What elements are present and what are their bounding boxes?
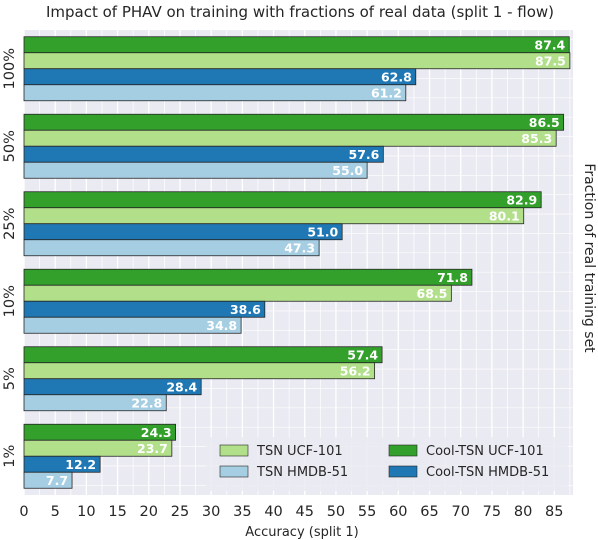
bar-value-label: 87.5 (535, 53, 566, 68)
category-labels: 100% 50% 25% 10% 5% 1% (2, 48, 18, 468)
bar-cool-tsn-ucf-101-50 (23, 113, 565, 131)
bar-cool-tsn-ucf-101-5 (23, 346, 383, 364)
bar-cool-tsn-ucf-101-25 (23, 191, 542, 209)
bar-tsn-hmdb-51-100 (23, 84, 407, 102)
bar-tsn-hmdb-51-50 (23, 161, 368, 179)
bar-value-label: 87.4 (534, 37, 565, 52)
bars: 87.487.5 62.861.2 86.585.3 57.655.0 82.980.1… (23, 36, 571, 489)
bar-tsn-ucf-101-50 (23, 129, 557, 147)
legend-box (206, 437, 568, 491)
x-tick-label: 40 (264, 504, 282, 520)
bar-value-label: 82.9 (506, 192, 537, 207)
category-label: 10% (2, 285, 18, 317)
legend-swatch-cool-tsn-hmdb-51 (388, 465, 418, 478)
x-tick-label: 15 (108, 504, 126, 520)
bar-tsn-ucf-101-5 (23, 362, 376, 380)
x-tick-label: 85 (545, 504, 563, 520)
x-tick-label: 65 (420, 504, 438, 520)
bar-value-label: 85.3 (521, 131, 552, 146)
x-tick-label: 55 (358, 504, 376, 520)
bar-value-label: 71.8 (437, 270, 468, 285)
bar-value-label: 34.8 (206, 318, 237, 333)
x-tick-label: 20 (140, 504, 158, 520)
bar-cool-tsn-hmdb-51-10 (23, 300, 266, 318)
bar-value-label: 28.4 (166, 379, 197, 394)
category-label: 50% (2, 130, 18, 162)
x-tick-label: 25 (171, 504, 189, 520)
category-label: 25% (2, 208, 18, 240)
x-tick-label: 75 (483, 504, 501, 520)
bar-value-label: 80.1 (489, 208, 520, 223)
x-tick-label: 50 (327, 504, 345, 520)
bar-cool-tsn-hmdb-51-25 (23, 223, 343, 241)
x-tick-label: 45 (296, 504, 314, 520)
bar-value-label: 47.3 (284, 240, 315, 255)
category-label: 1% (2, 445, 18, 468)
x-tick-label: 10 (77, 504, 95, 520)
bar-cool-tsn-hmdb-51-50 (23, 145, 384, 163)
x-tick-label: 35 (233, 504, 251, 520)
x-tick-labels: 0 5 10 15 20 25 30 35 40 45 50 55 60 65 70 75 80 85 (19, 504, 563, 520)
y-axis-label: Fraction of real training set (581, 163, 597, 353)
bar-value-label: 61.2 (371, 85, 402, 100)
bar-tsn-ucf-101-100 (23, 52, 571, 70)
legend-label-tsn-ucf-101: TSN UCF-101 (256, 444, 343, 459)
legend-swatch-tsn-ucf-101 (219, 444, 249, 457)
x-tick-label: 30 (202, 504, 220, 520)
chart-title: Impact of PHAV on training with fraction… (46, 3, 554, 21)
bar-tsn-hmdb-51-25 (23, 239, 320, 257)
bar-value-label: 12.2 (65, 457, 96, 472)
legend-swatch-tsn-hmdb-51 (219, 465, 249, 478)
bar-value-label: 51.0 (307, 224, 338, 239)
bar-tsn-hmdb-51-5 (23, 394, 167, 412)
bar-tsn-ucf-101-25 (23, 207, 525, 225)
bar-value-label: 23.7 (137, 441, 168, 456)
x-tick-label: 5 (51, 504, 60, 520)
legend-swatch-cool-tsn-ucf-101 (388, 444, 418, 457)
bar-value-label: 55.0 (332, 163, 363, 178)
x-tick-label: 0 (19, 504, 28, 520)
bar-tsn-hmdb-51-1 (23, 471, 73, 489)
bar-value-label: 62.8 (381, 69, 412, 84)
bar-value-label: 24.3 (141, 425, 172, 440)
plot-area (24, 30, 573, 495)
bar-value-label: 38.6 (230, 302, 261, 317)
bar-tsn-hmdb-51-10 (23, 316, 242, 334)
bar-value-label: 86.5 (529, 115, 560, 130)
legend: TSN UCF-101 Cool-TSN UCF-101 TSN HMDB-51 Co… (206, 437, 568, 491)
bar-tsn-ucf-101-10 (23, 284, 452, 302)
bar-cool-tsn-ucf-101-10 (23, 268, 473, 286)
category-label: 100% (2, 48, 18, 89)
bar-value-label: 57.4 (347, 347, 378, 362)
bar-value-label: 7.7 (46, 473, 68, 488)
x-axis-label: Accuracy (split 1) (245, 525, 358, 540)
bar-value-label: 56.2 (340, 363, 371, 378)
legend-label-tsn-hmdb-51: TSN HMDB-51 (256, 465, 348, 480)
bar-cool-tsn-ucf-101-100 (23, 36, 570, 54)
x-tick-label: 80 (514, 504, 532, 520)
bar-cool-tsn-hmdb-51-100 (23, 68, 417, 86)
legend-label-cool-tsn-hmdb-51: Cool-TSN HMDB-51 (426, 465, 549, 480)
category-label: 5% (2, 367, 18, 390)
x-tick-label: 70 (451, 504, 469, 520)
legend-label-cool-tsn-ucf-101: Cool-TSN UCF-101 (426, 444, 544, 459)
bar-value-label: 22.8 (131, 395, 162, 410)
bar-value-label: 57.6 (349, 147, 380, 162)
bar-value-label: 68.5 (417, 286, 448, 301)
x-tick-label: 60 (389, 504, 407, 520)
